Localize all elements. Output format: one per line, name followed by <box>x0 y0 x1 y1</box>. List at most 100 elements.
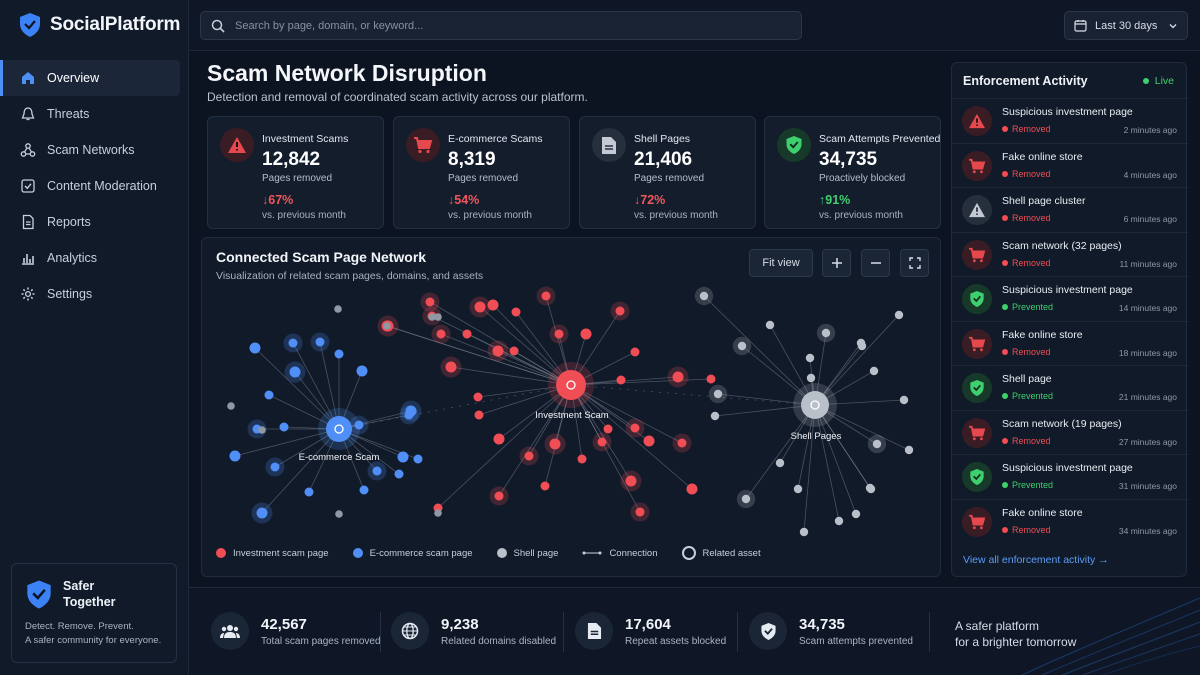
stat-label: Scam Attempts Prevented <box>819 133 941 145</box>
shell-node <box>904 445 914 455</box>
ecommerce-node <box>288 338 298 348</box>
enforcement-item[interactable]: Shell page Prevented 21 minutes ago <box>952 365 1188 410</box>
enforcement-item[interactable]: Suspicious investment page Prevented 31 mi… <box>952 454 1188 499</box>
sidebar-item-scam-networks[interactable]: Scam Networks <box>0 132 189 168</box>
shield-check-icon <box>749 612 787 650</box>
legend-investment: Investment scam page <box>216 548 329 559</box>
shell-node <box>799 527 809 537</box>
enforcement-time: 27 minutes ago <box>1118 436 1177 447</box>
ecommerce-node <box>334 349 344 359</box>
sidebar-item-reports[interactable]: Reports <box>0 204 189 240</box>
enforcement-status: Prevented <box>1002 391 1053 401</box>
ecommerce-node <box>279 422 289 432</box>
calendar-icon <box>1074 20 1087 32</box>
expand-icon <box>908 257 921 269</box>
fullscreen-button[interactable] <box>900 249 929 277</box>
stat-change-value: 67% <box>268 193 294 207</box>
stat-unit: Pages removed <box>634 173 705 184</box>
date-range-select[interactable]: Last 30 days <box>1064 11 1188 40</box>
investment-node <box>493 433 505 445</box>
investment-node <box>524 451 534 461</box>
stat-value: 34,735 <box>819 149 878 170</box>
summary-label: Related domains disabled <box>441 635 557 647</box>
enforcement-item-title: Suspicious investment page <box>1002 462 1133 474</box>
enforcement-status: Removed <box>1002 169 1051 179</box>
gear-icon <box>21 287 35 301</box>
enforcement-item[interactable]: Fake online store Removed 18 minutes ago <box>952 320 1188 366</box>
enforcement-list: Suspicious investment page Removed 2 minut… <box>952 98 1188 543</box>
enforcement-item[interactable]: Suspicious investment page Removed 2 minut… <box>952 98 1188 143</box>
shell-node <box>765 320 775 330</box>
live-indicator: Live <box>1142 75 1174 87</box>
shield-check-icon <box>962 462 992 492</box>
sidebar-item-content-moderation[interactable]: Content Moderation <box>0 168 189 204</box>
zoom-in-button[interactable] <box>822 249 851 277</box>
enforcement-item[interactable]: Fake online store Removed 34 minutes ago <box>952 498 1188 544</box>
enforcement-item-title: Fake online store <box>1002 506 1083 519</box>
stat-change-value: 91% <box>825 193 851 207</box>
ecommerce-node <box>405 405 417 417</box>
search-input[interactable] <box>235 19 775 32</box>
zoom-out-button[interactable] <box>861 249 890 277</box>
logo[interactable]: SocialPlatform <box>18 12 180 38</box>
enforcement-item[interactable]: Fake online store Removed 4 minutes ago <box>952 142 1188 188</box>
top-bar: Last 30 days <box>189 0 1200 51</box>
shell-hub-ring <box>810 400 820 410</box>
shell-node <box>434 313 442 321</box>
shell-node <box>872 439 882 449</box>
shell-node <box>856 338 866 348</box>
summary-value: 9,238 <box>441 615 479 633</box>
sidebar-item-settings[interactable]: Settings <box>0 276 189 312</box>
ecommerce-node <box>270 462 280 472</box>
investment-node <box>603 424 613 434</box>
shield-check-icon <box>777 128 811 162</box>
sidebar-item-label: Scam Networks <box>47 143 135 157</box>
enforcement-item[interactable]: Suspicious investment page Prevented 14 mi… <box>952 276 1188 321</box>
enforcement-item[interactable]: Shell page cluster Removed 6 minutes ago <box>952 187 1188 232</box>
app-name: SocialPlatform <box>50 14 181 35</box>
shell-node <box>834 516 844 526</box>
investment-node <box>487 299 499 311</box>
search-box[interactable] <box>200 11 802 40</box>
ecommerce-node <box>354 420 364 430</box>
ecommerce-node <box>264 390 274 400</box>
enforcement-panel: Enforcement Activity Live Suspicious inv… <box>951 62 1188 577</box>
enforcement-time: 2 minutes ago <box>1123 125 1177 135</box>
document-icon <box>22 214 34 230</box>
warning-icon <box>220 128 254 162</box>
investment-node <box>630 423 640 433</box>
shell-node <box>899 395 909 405</box>
investment-node <box>672 371 684 383</box>
sidebar-item-label: Reports <box>47 215 91 229</box>
view-all-link[interactable]: View all enforcement activity → <box>963 554 1109 566</box>
divider <box>563 612 564 652</box>
enforcement-item[interactable]: Scam network (19 pages) Removed 27 minutes… <box>952 409 1188 455</box>
enforcement-item[interactable]: Scam network (32 pages) Removed 11 minutes… <box>952 231 1188 277</box>
investment-node <box>425 297 435 307</box>
shell-node <box>869 366 879 376</box>
cart-icon <box>962 506 992 537</box>
investment-node <box>635 507 645 517</box>
enforcement-status: Removed <box>1002 436 1051 446</box>
cart-icon <box>962 417 992 448</box>
network-graph[interactable]: Investment Scam E-commerce Scam Shell Page… <box>202 238 941 577</box>
investment-node <box>462 329 472 339</box>
legend-related-asset: Related asset <box>681 546 761 560</box>
investment-node <box>677 438 687 448</box>
summary-value: 34,735 <box>799 615 845 633</box>
stat-label: Investment Scams <box>262 133 349 145</box>
network-legend: Investment scam page E-commerce scam pag… <box>216 546 785 560</box>
sidebar-item-overview[interactable]: Overview <box>0 60 180 96</box>
sidebar-item-threats[interactable]: Threats <box>0 96 189 132</box>
investment-node <box>630 347 640 357</box>
enforcement-item-title: Fake online store <box>1002 150 1083 163</box>
shield-check-icon <box>27 580 51 608</box>
enforcement-status: Prevented <box>1002 302 1053 312</box>
shell-node <box>851 509 861 519</box>
summary-label: Total scam pages removed <box>261 635 381 647</box>
shell-node <box>865 483 875 493</box>
ecommerce-node <box>229 450 241 462</box>
investment-node <box>615 306 625 316</box>
sidebar-item-analytics[interactable]: Analytics <box>0 240 189 276</box>
fit-view-button[interactable]: Fit view <box>749 249 813 277</box>
